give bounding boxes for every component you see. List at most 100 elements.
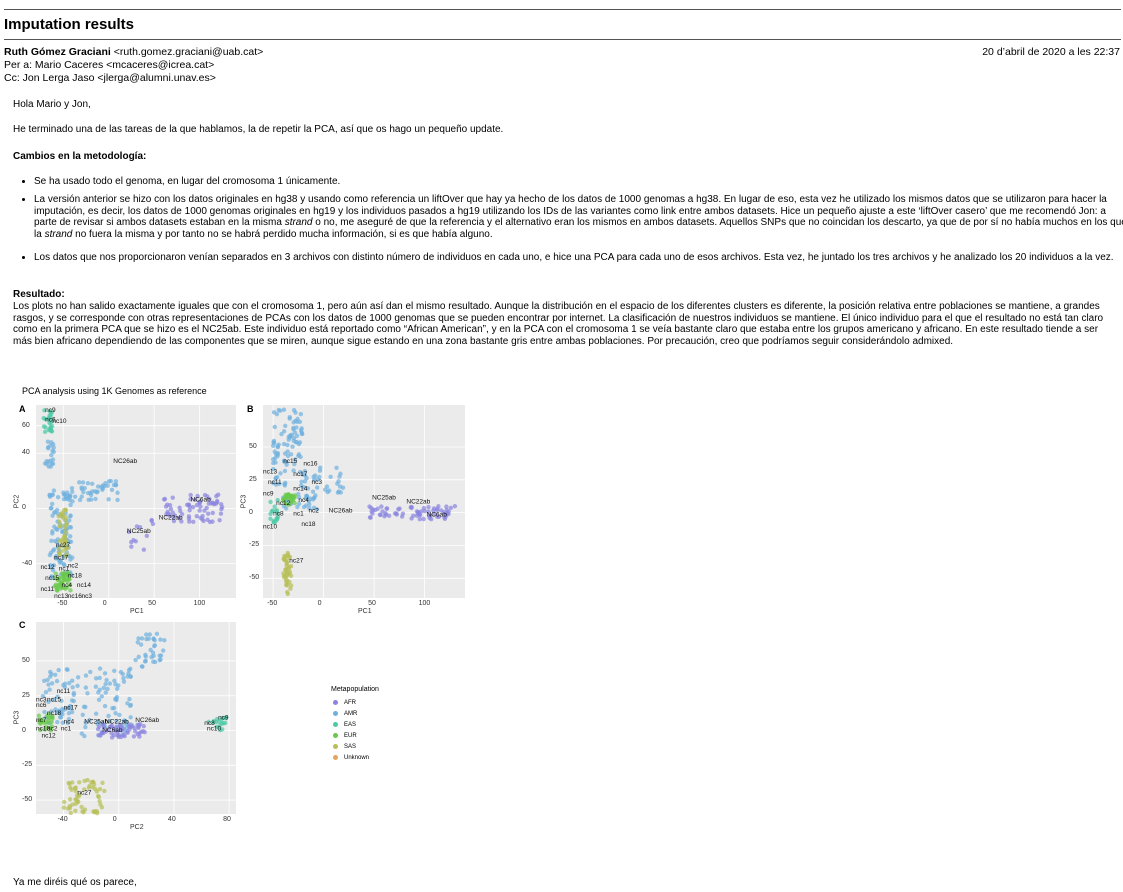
- y-tick-label: 40: [22, 449, 30, 457]
- data-point: [275, 497, 280, 503]
- point-label: NC22ab: [159, 514, 183, 521]
- legend-entry-eur: EUR: [331, 730, 379, 741]
- point-label: nc27: [289, 558, 303, 565]
- data-point: [82, 787, 87, 792]
- data-point: [271, 520, 277, 525]
- data-point: [314, 507, 320, 512]
- data-point: [281, 407, 287, 412]
- point-label: NC6ab: [427, 512, 448, 519]
- recipient-cc[interactable]: Cc: Jon Lerga Jaso <jlerga@alumni.unav.e…: [4, 72, 216, 84]
- data-point: [287, 416, 292, 421]
- data-point: [416, 511, 421, 517]
- data-point: [202, 508, 207, 513]
- data-point: [49, 574, 54, 579]
- greeting: Hola Mario y Jon,: [13, 99, 91, 110]
- data-point: [96, 732, 101, 738]
- data-point: [137, 524, 143, 530]
- data-point: [90, 489, 95, 494]
- data-point: [271, 438, 277, 444]
- data-point: [143, 652, 148, 658]
- data-point: [57, 715, 63, 720]
- data-point: [187, 508, 192, 513]
- data-point: [301, 485, 306, 490]
- data-point: [90, 779, 96, 785]
- data-point: [384, 506, 389, 511]
- data-point: [304, 494, 310, 499]
- x-tick-label: -40: [57, 816, 68, 823]
- x-tick-label: 50: [148, 600, 156, 607]
- x-axis-label: PC1: [130, 608, 144, 615]
- point-label: nc9: [45, 407, 56, 414]
- data-point: [304, 475, 309, 481]
- data-point: [161, 648, 166, 653]
- data-point: [431, 508, 436, 513]
- point-label: nc13: [263, 468, 277, 475]
- point-label: nc12: [276, 500, 290, 507]
- data-point: [93, 496, 98, 502]
- x-tick-label: -50: [267, 600, 278, 607]
- data-point: [55, 494, 61, 500]
- data-point: [275, 452, 280, 457]
- data-point: [426, 509, 431, 514]
- data-point: [58, 523, 63, 528]
- data-point: [99, 730, 104, 736]
- data-point: [135, 640, 141, 645]
- data-point: [152, 643, 158, 648]
- data-point: [336, 489, 342, 494]
- data-point: [99, 694, 105, 699]
- data-point: [75, 683, 80, 689]
- recipient-to[interactable]: Per a: Mario Caceres <mcaceres@icrea.cat…: [4, 59, 215, 71]
- point-label: nc27: [77, 790, 91, 797]
- data-point: [93, 711, 99, 716]
- data-point: [205, 511, 211, 516]
- data-point: [79, 804, 84, 810]
- data-point: [87, 717, 92, 723]
- data-point: [314, 485, 320, 490]
- methods-heading: Cambios en la metodología:: [13, 151, 147, 162]
- data-point: [171, 514, 176, 520]
- data-point: [67, 582, 73, 588]
- data-point: [73, 788, 79, 794]
- data-point: [53, 582, 59, 587]
- data-point: [310, 489, 316, 494]
- data-point: [128, 674, 133, 679]
- data-point: [296, 491, 301, 497]
- data-point: [77, 497, 83, 503]
- data-point: [57, 519, 62, 524]
- data-point: [41, 424, 47, 429]
- data-point: [118, 724, 123, 729]
- data-point: [53, 571, 59, 576]
- sender[interactable]: Ruth Gómez Graciani <ruth.gomez.graciani…: [4, 46, 263, 58]
- data-point: [288, 583, 294, 588]
- data-point: [168, 506, 174, 512]
- data-point: [171, 518, 177, 524]
- data-point: [312, 477, 317, 482]
- pca-panel-b: nc15 nc16 nc13 nc17 nc11 nc3 nc14 nc9 nc4 nc12 nc2…: [263, 405, 465, 598]
- data-point: [338, 471, 343, 476]
- data-point: [46, 682, 51, 687]
- data-point: [63, 538, 68, 544]
- data-point: [69, 787, 74, 792]
- data-point: [52, 510, 57, 515]
- data-point: [113, 711, 118, 716]
- data-point: [444, 504, 449, 509]
- legend-entry-eas: EAS: [331, 719, 379, 730]
- data-point: [291, 468, 296, 473]
- data-point: [289, 493, 294, 498]
- data-point: [72, 494, 78, 499]
- data-point: [324, 484, 330, 489]
- point-label: nc3: [311, 479, 322, 486]
- point-label: nc15: [283, 458, 297, 465]
- list-item: Se ha usado todo el genoma, en lugar del…: [34, 176, 1123, 188]
- data-point: [426, 504, 431, 510]
- point-label: nc2: [308, 508, 319, 515]
- data-point: [83, 720, 88, 725]
- data-point: [83, 704, 88, 710]
- data-point: [49, 681, 55, 686]
- data-point: [68, 534, 73, 539]
- data-point: [288, 573, 294, 579]
- data-point: [38, 721, 43, 726]
- data-point: [113, 682, 118, 687]
- data-point: [80, 809, 85, 814]
- data-point: [141, 723, 146, 729]
